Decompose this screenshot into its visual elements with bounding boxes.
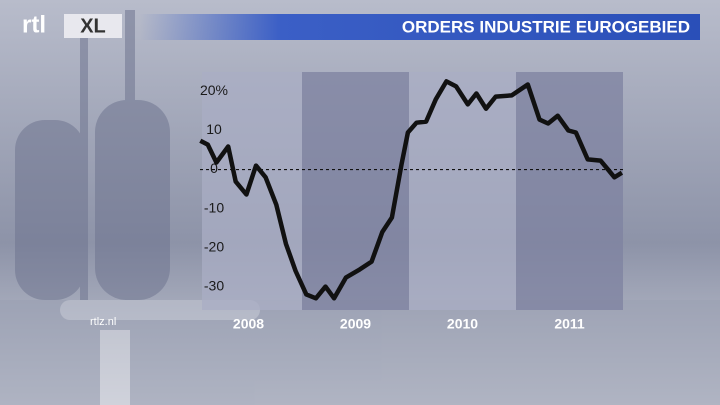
- data-line: [199, 79, 624, 301]
- y-tick-label: -10: [204, 199, 224, 215]
- y-tick-label: 10: [206, 121, 222, 137]
- y-tick-label: -30: [204, 277, 224, 293]
- y-tick-label: 20%: [200, 82, 228, 98]
- x-tick-label: 2009: [340, 316, 371, 332]
- source: rtlz.nl: [90, 316, 116, 328]
- year-band: [409, 72, 516, 310]
- logo: rtl: [22, 11, 46, 38]
- title-bar: [140, 14, 700, 40]
- x-tick-label: 2008: [233, 316, 264, 332]
- chart-title: ORDERS INDUSTRIE EUROGEBIED: [402, 17, 690, 36]
- y-tick-label: 0: [210, 160, 218, 176]
- logo-badge-bg: [64, 14, 122, 38]
- year-band: [516, 72, 623, 310]
- logo-badge: XL: [80, 15, 106, 37]
- year-band: [202, 72, 302, 310]
- x-tick-label: 2011: [554, 316, 585, 332]
- x-tick-label: 2010: [447, 316, 478, 332]
- refinery-silhouette: [0, 10, 720, 405]
- y-tick-label: -20: [204, 238, 224, 254]
